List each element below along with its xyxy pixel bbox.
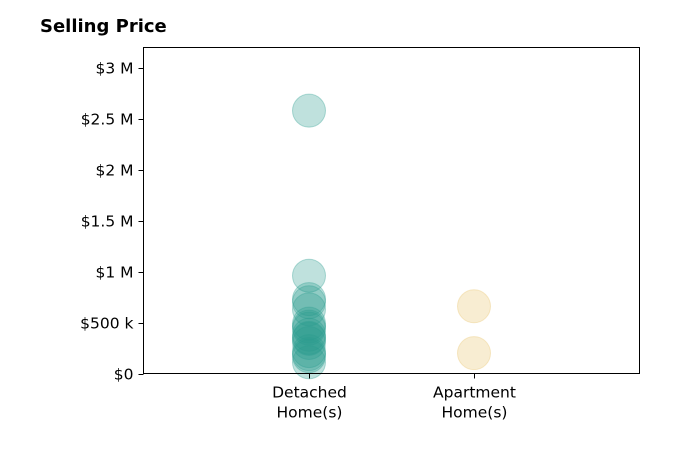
- y-tick-label: $0: [114, 366, 134, 384]
- detached-home-point: [292, 309, 326, 344]
- x-tick-label: Detached Home(s): [272, 384, 347, 422]
- plot-frame: [143, 47, 640, 374]
- apartment-home-point: [457, 289, 491, 324]
- detached-home-point: [292, 93, 326, 128]
- detached-home-point: [292, 282, 326, 317]
- apartment-home-point: [457, 336, 491, 371]
- detached-home-point: [292, 285, 326, 320]
- y-tick-label: $2 M: [95, 162, 133, 180]
- detached-home-point: [292, 258, 326, 293]
- detached-home-point: [292, 311, 326, 346]
- detached-home-point: [292, 339, 326, 374]
- detached-home-point: [292, 321, 326, 356]
- y-tick-label: $1 M: [95, 264, 133, 282]
- detached-home-point: [292, 292, 326, 327]
- detached-home-point: [292, 320, 326, 355]
- x-tick-label: Apartment Home(s): [433, 384, 516, 422]
- chart-title: Selling Price: [40, 16, 167, 37]
- detached-home-point: [292, 306, 326, 341]
- detached-home-point: [292, 345, 326, 380]
- y-tick-label: $2.5 M: [81, 111, 134, 129]
- data-points: [292, 93, 491, 380]
- x-axis: Detached Home(s) Apartment Home(s): [272, 373, 516, 422]
- y-axis: $0 $500 k $1 M $1.5 M $2 M $2.5 M $3 M: [80, 60, 144, 384]
- y-tick-label: $1.5 M: [81, 213, 134, 231]
- detached-home-point: [292, 337, 326, 372]
- y-tick-label: $500 k: [80, 315, 133, 333]
- detached-home-point: [292, 334, 326, 369]
- detached-home-point: [292, 317, 326, 352]
- detached-home-point: [292, 325, 326, 360]
- y-tick-label: $3 M: [95, 60, 133, 78]
